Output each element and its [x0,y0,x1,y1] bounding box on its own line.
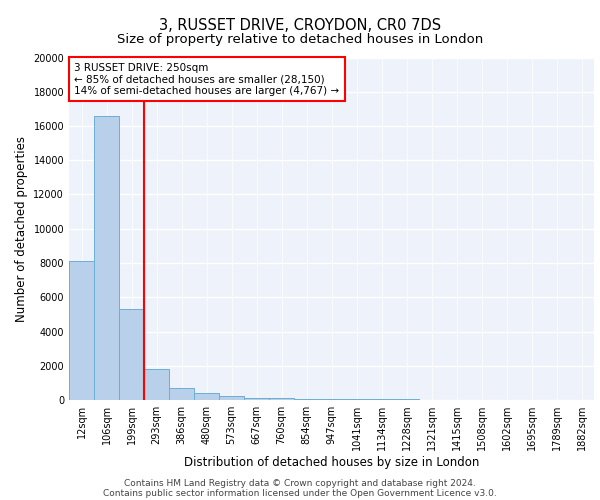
Text: 3 RUSSET DRIVE: 250sqm
← 85% of detached houses are smaller (28,150)
14% of semi: 3 RUSSET DRIVE: 250sqm ← 85% of detached… [74,62,340,96]
Bar [294,399,319,400]
Text: Contains HM Land Registry data © Crown copyright and database right 2024.: Contains HM Land Registry data © Crown c… [124,478,476,488]
Text: Contains public sector information licensed under the Open Government Licence v3: Contains public sector information licen… [103,488,497,498]
Bar [269,398,294,400]
Bar [144,369,169,400]
Bar [194,394,219,400]
Bar [94,116,119,400]
Bar [169,388,194,400]
Bar [119,309,144,400]
Bar [244,398,269,400]
Bar [319,399,344,400]
X-axis label: Distribution of detached houses by size in London: Distribution of detached houses by size … [184,456,479,469]
Y-axis label: Number of detached properties: Number of detached properties [15,136,28,322]
Text: 3, RUSSET DRIVE, CROYDON, CR0 7DS: 3, RUSSET DRIVE, CROYDON, CR0 7DS [159,18,441,32]
Text: Size of property relative to detached houses in London: Size of property relative to detached ho… [117,32,483,46]
Bar [344,399,369,400]
Bar [69,262,94,400]
Bar [219,396,244,400]
